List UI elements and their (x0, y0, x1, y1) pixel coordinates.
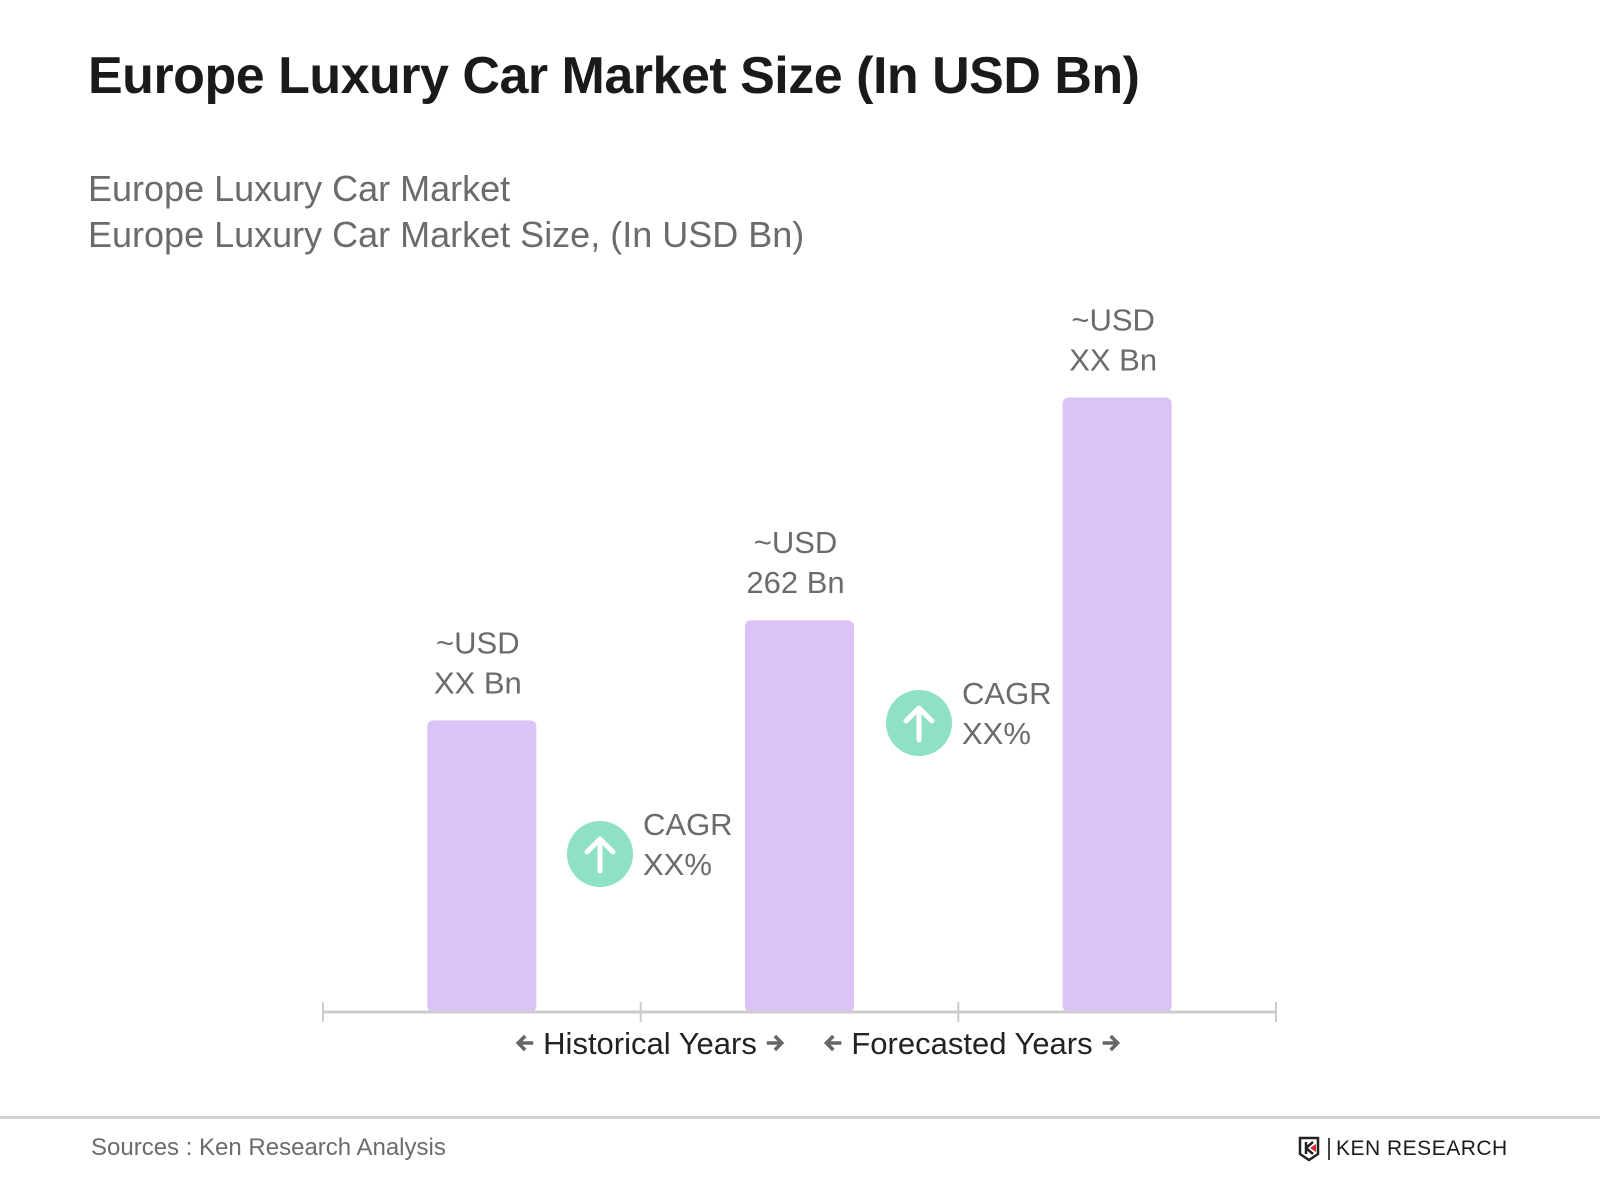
bar (745, 620, 854, 1012)
cagr-label: CAGR (962, 676, 1052, 711)
logo-text: KEN RESEARCH (1336, 1137, 1508, 1160)
cagr-value: XX% (643, 847, 712, 882)
arrow-left-icon (515, 1034, 534, 1052)
chart-subtitle: Europe Luxury Car Market (88, 168, 511, 209)
logo-divider (1328, 1138, 1330, 1160)
cagr-value: XX% (962, 716, 1031, 751)
bar-chart: ~USD XX Bn ~USD 262 Bn ~USD XX Bn Historical Y… (322, 302, 1277, 1061)
arrow-up-icon (584, 836, 616, 874)
bar (1062, 397, 1172, 1012)
bar (427, 720, 537, 1012)
arrow-left-icon (823, 1034, 842, 1052)
source-note: Sources : Ken Research Analysis (91, 1134, 446, 1161)
ken-research-logo: KEN RESEARCH (1298, 1136, 1508, 1162)
arrow-right-icon (766, 1034, 785, 1052)
data-label: 262 Bn (746, 565, 844, 600)
logo-icon (1298, 1136, 1320, 1162)
arrow-up-icon (903, 705, 935, 743)
data-label: ~USD (436, 625, 520, 660)
data-label: XX Bn (1069, 342, 1157, 377)
period-label: Forecasted Years (851, 1026, 1092, 1061)
data-label: XX Bn (434, 665, 522, 700)
period-label: Historical Years (543, 1026, 757, 1061)
chart-subtitle-2: Europe Luxury Car Market Size, (In USD B… (88, 214, 805, 255)
cagr-label: CAGR (643, 807, 733, 842)
footer-divider (0, 1116, 1600, 1119)
arrow-right-icon (1102, 1034, 1121, 1052)
data-label: ~USD (754, 525, 838, 560)
data-label: ~USD (1071, 302, 1155, 337)
page-title: Europe Luxury Car Market Size (In USD Bn… (88, 47, 1140, 105)
